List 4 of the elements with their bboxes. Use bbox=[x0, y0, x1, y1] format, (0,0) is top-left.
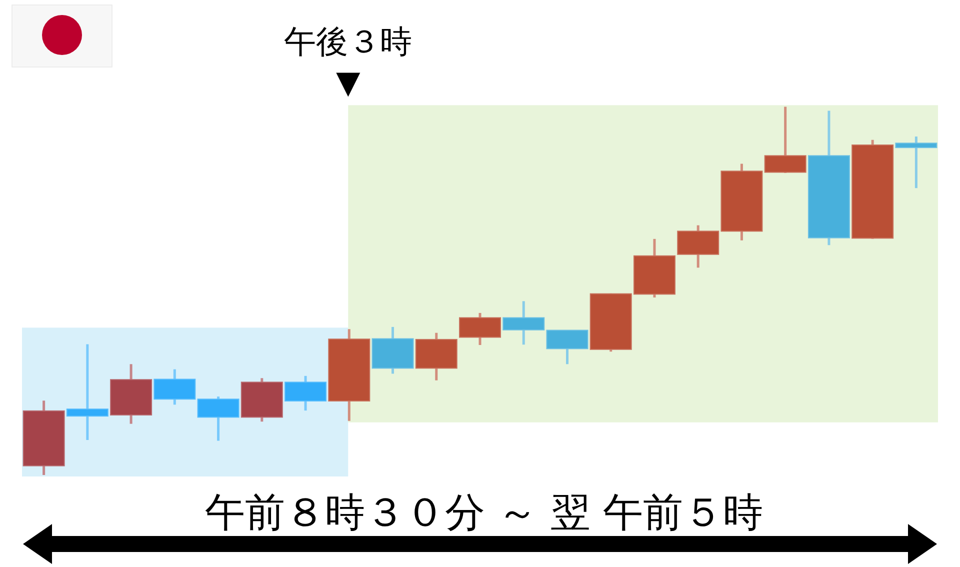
x-axis-title: 午前８時３０分 ～ 翌 午前５時 bbox=[204, 490, 764, 536]
candlestick bbox=[895, 135, 938, 190]
candlestick bbox=[66, 343, 108, 442]
text: 午後３時 bbox=[284, 22, 412, 61]
